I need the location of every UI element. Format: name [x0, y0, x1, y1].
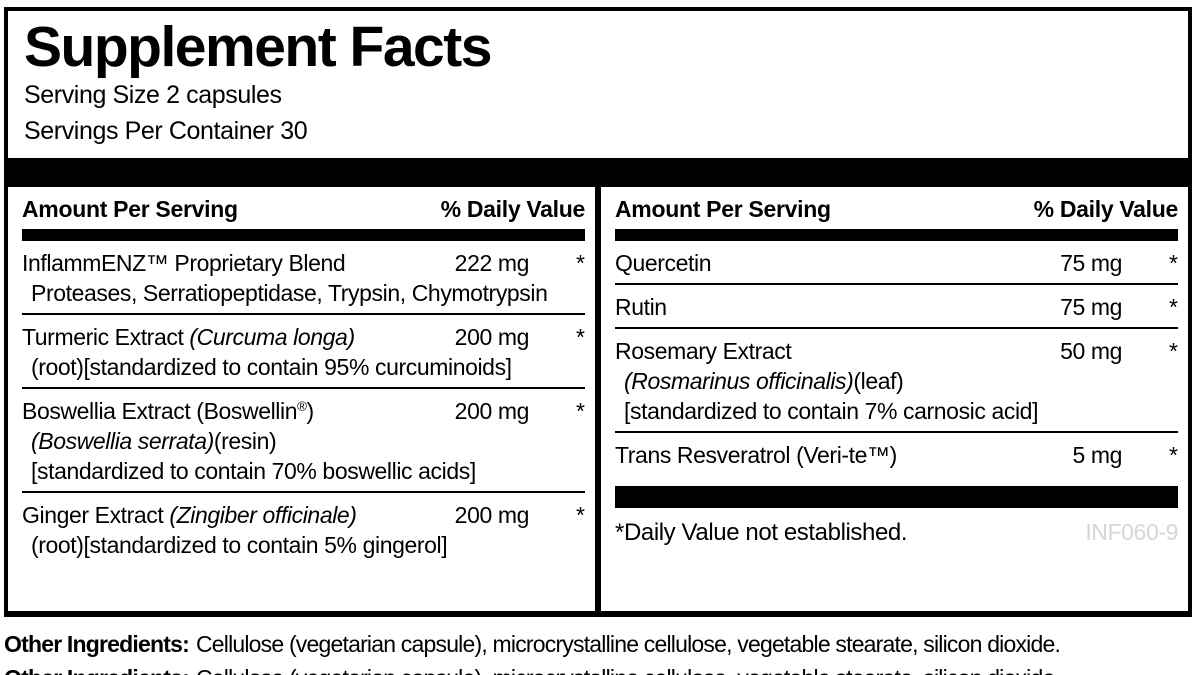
ingredient-amount: 75 mg [1060, 294, 1122, 321]
table-row: Quercetin 75 mg * [615, 241, 1178, 286]
facts-column-left: Amount Per Serving % Daily Value Inflamm… [8, 187, 595, 611]
label-header: Supplement Facts Serving Size 2 capsules… [8, 11, 1188, 149]
servings-per-container: Servings Per Container 30 [24, 117, 308, 146]
ingredient-name: Rutin [615, 294, 667, 321]
ingredient-daily-value: * [1169, 442, 1178, 469]
daily-value-header: % Daily Value [440, 196, 586, 223]
facts-columns: Amount Per Serving % Daily Value Inflamm… [8, 187, 1188, 611]
ingredient-daily-value: * [576, 398, 585, 425]
table-row: InflammENZ™ Proprietary Blend 222 mg * P… [22, 241, 585, 316]
other-ingredients-clipped-repeat: Other Ingredients:Cellulose (vegetarian … [4, 663, 1196, 675]
other-ingredients-text: Cellulose (vegetarian capsule), microcry… [195, 631, 1061, 657]
ingredient-amount: 75 mg [1060, 250, 1122, 277]
ingredient-name: Quercetin [615, 250, 712, 277]
ingredient-name: Rosemary Extract [615, 338, 792, 365]
table-row: Ginger Extract (Zingiber officinale) 200… [22, 493, 585, 565]
page-title: Supplement Facts [24, 15, 492, 79]
serving-size: Serving Size 2 capsules [24, 81, 282, 110]
ingredient-daily-value: * [1169, 294, 1178, 321]
ingredient-name: Turmeric Extract (Curcuma longa) [22, 324, 355, 351]
ingredient-detail: (root)[standardized to contain 95% curcu… [31, 354, 512, 381]
ingredient-name: Trans Resveratrol (Veri-te™) [615, 442, 897, 469]
ingredient-amount: 200 mg [454, 324, 530, 351]
ingredient-amount: 200 mg [454, 398, 530, 425]
column-header-bar [615, 229, 1178, 242]
column-header: Amount Per Serving % Daily Value [615, 187, 1178, 229]
amount-per-serving-header: Amount Per Serving [22, 196, 238, 223]
ingredient-amount: 200 mg [454, 502, 530, 529]
category-divider-bar [615, 486, 1178, 509]
ingredient-amount: 222 mg [454, 250, 530, 277]
table-row: Boswellia Extract (Boswellin®) 200 mg * … [22, 389, 585, 494]
table-row: Trans Resveratrol (Veri-te™) 5 mg * [615, 433, 1178, 475]
table-row: Turmeric Extract (Curcuma longa) 200 mg … [22, 315, 585, 390]
daily-value-footnote: *Daily Value not established. [615, 519, 908, 547]
daily-value-header: % Daily Value [1033, 196, 1179, 223]
footnote-row: *Daily Value not established. INF060-9 [615, 508, 1178, 547]
ingredient-name: Boswellia Extract (Boswellin®) [22, 398, 314, 425]
facts-column-right: Amount Per Serving % Daily Value Quercet… [601, 187, 1188, 611]
column-header: Amount Per Serving % Daily Value [22, 187, 585, 229]
thick-divider-bar [8, 158, 1188, 188]
ingredient-detail: [standardized to contain 7% carnosic aci… [624, 398, 1039, 425]
column-header-bar [22, 229, 585, 242]
ingredient-name: Ginger Extract (Zingiber officinale) [22, 502, 357, 529]
ingredient-name: InflammENZ™ Proprietary Blend [22, 250, 346, 277]
ingredient-detail: (Boswellia serrata)(resin) [31, 428, 277, 455]
label-box: Supplement Facts Serving Size 2 capsules… [4, 7, 1192, 617]
registered-mark: ® [297, 398, 307, 414]
ingredient-daily-value: * [576, 250, 585, 277]
ingredient-daily-value: * [576, 324, 585, 351]
ingredient-daily-value: * [1169, 338, 1178, 365]
other-ingredients: Other Ingredients: Cellulose (vegetarian … [4, 629, 1196, 659]
ingredient-detail: [standardized to contain 70% boswellic a… [31, 458, 476, 485]
vertical-divider [595, 187, 601, 611]
ingredient-daily-value: * [576, 502, 585, 529]
amount-per-serving-header: Amount Per Serving [615, 196, 831, 223]
ingredient-detail: (root)[standardized to contain 5% ginger… [31, 532, 448, 559]
ingredient-amount: 5 mg [1072, 442, 1122, 469]
ingredient-detail: Proteases, Serratiopeptidase, Trypsin, C… [31, 280, 548, 307]
ingredient-amount: 50 mg [1060, 338, 1122, 365]
ingredient-daily-value: * [1169, 250, 1178, 277]
ingredient-detail: (Rosmarinus officinalis)(leaf) [624, 368, 904, 395]
table-row: Rutin 75 mg * [615, 285, 1178, 330]
other-ingredients-label: Other Ingredients: [4, 631, 190, 657]
product-code: INF060-9 [1085, 519, 1178, 546]
table-row: Rosemary Extract 50 mg * (Rosmarinus off… [615, 329, 1178, 434]
